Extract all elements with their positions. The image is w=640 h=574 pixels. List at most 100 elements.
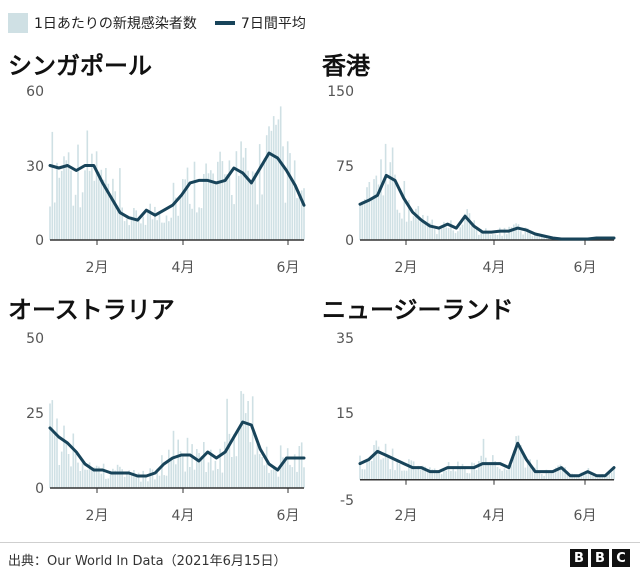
y-tick-label: 0 (35, 481, 44, 497)
daily-bar (366, 458, 368, 480)
daily-bar (422, 465, 424, 480)
daily-bar (98, 171, 100, 240)
daily-bar (503, 468, 506, 480)
daily-bar (296, 198, 298, 240)
daily-bar (249, 442, 252, 488)
daily-bar (496, 467, 499, 480)
daily-bar (303, 467, 305, 488)
daily-bar (189, 203, 191, 240)
daily-bar (485, 228, 487, 240)
daily-bar (116, 205, 119, 240)
daily-bar (70, 170, 72, 240)
daily-bar (429, 467, 431, 480)
daily-bar (74, 454, 77, 488)
daily-bar (410, 460, 413, 480)
daily-bar (210, 170, 212, 240)
y-tick-label: 25 (26, 406, 44, 422)
daily-bar (268, 472, 270, 488)
daily-bar (424, 221, 426, 240)
daily-bar (443, 469, 445, 480)
daily-bar (293, 160, 296, 240)
daily-bar (207, 462, 210, 488)
daily-bar (233, 204, 235, 240)
daily-bar (163, 222, 165, 240)
daily-bar (575, 477, 578, 480)
legend-line-label: 7日間平均 (240, 16, 306, 32)
footer-divider (0, 542, 640, 543)
daily-bar (191, 444, 193, 488)
x-tick-label: 6月 (277, 508, 300, 524)
daily-bar (464, 213, 466, 240)
daily-bar (184, 179, 186, 240)
daily-bar (205, 472, 207, 488)
daily-bar (135, 475, 137, 488)
daily-bar (203, 174, 205, 240)
daily-bar (494, 234, 496, 240)
daily-bar (172, 182, 175, 240)
daily-bar (60, 451, 63, 488)
daily-bar (86, 469, 89, 488)
daily-bar (221, 161, 224, 240)
daily-bar (468, 473, 471, 480)
panel-title-newzealand: ニュージーランド (322, 296, 514, 324)
daily-bar (496, 235, 499, 240)
daily-bar (144, 475, 147, 488)
daily-bar (142, 470, 144, 488)
daily-bar (359, 455, 361, 480)
daily-bar (438, 472, 440, 480)
daily-bar (231, 195, 233, 240)
daily-bar (142, 216, 144, 240)
daily-bar (277, 476, 280, 488)
daily-bar (279, 106, 282, 241)
daily-bar (541, 474, 543, 480)
x-tick-label: 2月 (395, 508, 418, 524)
daily-bar (114, 191, 116, 240)
daily-bar (370, 199, 373, 240)
daily-bar (88, 462, 91, 488)
daily-bar (431, 469, 433, 480)
daily-bar (182, 455, 184, 488)
legend-bars-label: 1日あたりの新規感染者数 (34, 16, 197, 32)
daily-bar (270, 469, 273, 488)
daily-bar (298, 446, 301, 488)
daily-bar (65, 442, 68, 488)
daily-bar (179, 451, 182, 488)
daily-bar (450, 220, 452, 240)
daily-bar (373, 179, 375, 240)
daily-bar (210, 449, 212, 488)
daily-bar (485, 457, 487, 480)
daily-bar (426, 469, 429, 480)
daily-bar (184, 471, 186, 488)
daily-bar (200, 208, 203, 240)
daily-bar (128, 225, 130, 240)
source-note: 出典：Our World In Data（2021年6月15日） (8, 554, 287, 569)
daily-bar (557, 465, 559, 480)
daily-bar (119, 466, 121, 488)
daily-bar (515, 223, 517, 240)
daily-bar (247, 401, 249, 488)
daily-bar (603, 476, 606, 480)
daily-bar (443, 221, 445, 240)
daily-bar (193, 161, 196, 240)
y-tick-label: 15 (336, 406, 354, 422)
daily-bar (391, 147, 394, 240)
daily-bar (384, 443, 387, 480)
daily-bar (263, 158, 266, 240)
daily-bar (130, 474, 133, 488)
y-tick-label: 0 (345, 233, 354, 249)
daily-bar (543, 475, 545, 480)
daily-bar (464, 468, 466, 480)
daily-bar (384, 143, 387, 240)
daily-bar (79, 207, 82, 240)
y-tick-label: 60 (26, 84, 44, 100)
daily-bar (377, 446, 380, 480)
daily-bar (212, 470, 214, 488)
daily-bar (412, 461, 415, 480)
daily-bar (298, 191, 301, 240)
x-tick-label: 4月 (172, 508, 195, 524)
daily-bar (506, 470, 508, 480)
daily-bar (235, 456, 238, 488)
daily-bar (529, 231, 531, 240)
panel-title-singapore: シンガポール (8, 52, 152, 80)
daily-bar (265, 135, 268, 240)
